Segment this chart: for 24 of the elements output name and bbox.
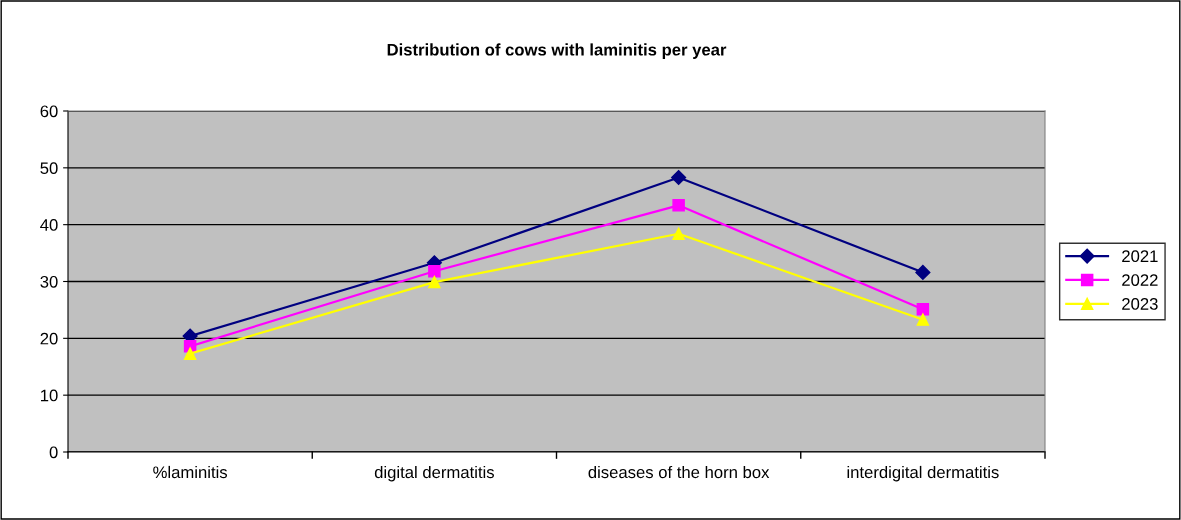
x-tick-label: %laminitis	[153, 465, 228, 479]
legend-label: 2023	[1122, 298, 1158, 310]
point	[672, 227, 685, 241]
x-tick-label: interdigital dermatitis	[847, 465, 999, 482]
y-tick-label: 10	[41, 389, 58, 402]
point	[671, 169, 687, 186]
y-tick-label: 0	[49, 446, 58, 459]
x-tick-label: digital dermatitis	[374, 465, 494, 482]
y-tick-label: 30	[40, 275, 58, 288]
point	[428, 265, 441, 278]
legend-label: 2022	[1122, 274, 1158, 286]
point	[916, 313, 930, 326]
x-tick-label: diseases of the horn box	[588, 465, 770, 479]
point	[916, 303, 930, 316]
chart-title: Distribution of cows with laminitis per year	[387, 43, 727, 59]
point	[428, 275, 441, 289]
y-tick-label: 40	[40, 219, 58, 231]
point	[672, 199, 685, 212]
y-tick-label: 60	[40, 105, 58, 118]
legend-label: 2021	[1122, 250, 1158, 263]
point	[183, 347, 197, 360]
point	[915, 264, 931, 280]
y-tick-label: 20	[40, 332, 58, 345]
y-tick-label: 50	[40, 162, 58, 175]
